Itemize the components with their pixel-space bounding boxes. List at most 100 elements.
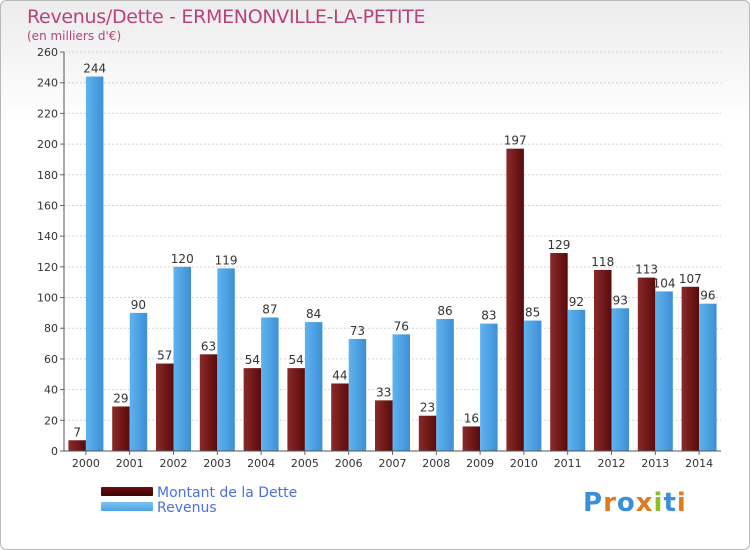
- y-tick-label: 100: [37, 292, 58, 305]
- bar-revenus: [261, 317, 279, 451]
- bar-revenus: [173, 266, 191, 451]
- logo-letter: i: [676, 488, 687, 518]
- bar-dette: [112, 406, 130, 451]
- data-label: 86: [437, 304, 452, 318]
- bar-revenus: [699, 303, 717, 451]
- logo-letter: P: [583, 488, 604, 518]
- x-tick-label: 2012: [598, 457, 626, 470]
- bar-dette: [375, 400, 393, 451]
- data-label: 118: [591, 255, 614, 269]
- y-tick-label: 240: [37, 77, 58, 90]
- data-label: 96: [700, 289, 715, 303]
- y-tick-label: 180: [37, 169, 58, 182]
- bar-revenus: [480, 323, 498, 451]
- proxiti-logo: Proxiti: [583, 488, 687, 518]
- bar-dette: [462, 426, 481, 451]
- bar-revenus: [655, 291, 673, 451]
- y-axis: 0 20 40 60 80 100 120 140 160 180 200 220 240 260: [37, 46, 64, 458]
- x-tick-label: 2005: [291, 457, 319, 470]
- bar-revenus: [304, 322, 323, 451]
- y-tick-label: 40: [44, 384, 58, 397]
- bar-revenus: [567, 309, 586, 451]
- x-tick-label: 2004: [247, 457, 275, 470]
- x-tick-label: 2011: [554, 457, 582, 470]
- data-label: 73: [350, 324, 365, 338]
- y-tick-label: 160: [37, 199, 58, 212]
- data-label: 87: [262, 302, 277, 316]
- data-label: 44: [332, 368, 347, 382]
- chart-subtitle: (en milliers d'€): [27, 29, 122, 43]
- data-label: 93: [613, 293, 628, 307]
- data-label: 84: [306, 307, 321, 321]
- y-tick-label: 140: [37, 230, 58, 243]
- data-label: 54: [289, 353, 304, 367]
- x-tick-label: 2000: [72, 457, 100, 470]
- data-label: 63: [201, 339, 216, 353]
- data-label: 83: [481, 309, 496, 323]
- data-label: 244: [83, 62, 106, 76]
- x-tick-label: 2013: [641, 457, 669, 470]
- bar-revenus: [217, 268, 235, 451]
- data-label: 23: [420, 401, 435, 415]
- x-tick-label: 2003: [203, 457, 231, 470]
- bar-dette: [594, 269, 612, 451]
- logo-letter: r: [603, 488, 617, 518]
- y-tick-label: 200: [37, 138, 58, 151]
- legend-swatch-revenus: [101, 502, 153, 511]
- x-tick-label: 2006: [335, 457, 363, 470]
- y-tick-label: 220: [37, 107, 58, 120]
- legend-label-revenus: Revenus: [157, 500, 217, 516]
- bar-dette: [243, 368, 262, 451]
- logo-letter: x: [635, 488, 654, 518]
- data-label: 85: [525, 306, 540, 320]
- bar-dette: [418, 415, 437, 451]
- bar-revenus: [392, 334, 410, 451]
- bar-dette: [331, 383, 349, 451]
- y-tick-label: 0: [51, 445, 58, 458]
- x-tick-label: 2009: [466, 457, 494, 470]
- bar-dette: [637, 277, 656, 451]
- data-label: 113: [635, 263, 658, 277]
- data-label: 107: [679, 272, 702, 286]
- bar-revenus: [348, 338, 367, 451]
- y-tick-label: 60: [44, 353, 58, 366]
- bar-dette: [287, 368, 305, 451]
- legend-swatch-dette: [101, 487, 153, 496]
- x-axis: 2000 2001 2002 2003 2004 2005 2006 2007 2008 2009…: [72, 451, 713, 470]
- bar-dette: [550, 253, 568, 451]
- bar-revenus: [129, 312, 148, 451]
- data-label: 33: [376, 385, 391, 399]
- bar-dette: [199, 354, 218, 451]
- data-label: 129: [547, 238, 570, 252]
- data-label: 54: [245, 353, 260, 367]
- bar-dette: [681, 286, 700, 451]
- x-tick-label: 2007: [379, 457, 407, 470]
- bar-revenus: [611, 308, 629, 451]
- data-label: 119: [215, 253, 238, 267]
- y-tick-label: 120: [37, 261, 58, 274]
- y-tick-label: 80: [44, 322, 58, 335]
- bar-dette: [68, 440, 86, 451]
- logo-letter: o: [616, 488, 636, 518]
- data-label: 120: [171, 252, 194, 266]
- data-label: 16: [464, 411, 479, 425]
- logo-letter: t: [663, 488, 677, 518]
- bars: 7 244 29 90 57 120 63 119 54 87 54 84 44 73 33 76 23 86 16…: [68, 62, 717, 452]
- chart-title: Revenus/Dette - ERMENONVILLE-LA-PETITE: [27, 6, 426, 28]
- bar-revenus: [436, 319, 454, 451]
- x-tick-label: 2008: [422, 457, 450, 470]
- data-label: 92: [569, 295, 584, 309]
- x-tick-label: 2014: [685, 457, 713, 470]
- x-tick-label: 2010: [510, 457, 538, 470]
- bar-revenus: [523, 320, 542, 451]
- data-label: 90: [131, 298, 146, 312]
- data-label: 29: [113, 391, 128, 405]
- bar-dette: [156, 363, 174, 451]
- data-label: 57: [157, 349, 172, 363]
- logo-letter: i: [653, 488, 664, 518]
- x-tick-label: 2001: [116, 457, 144, 470]
- data-label: 197: [504, 134, 527, 148]
- y-tick-label: 20: [44, 414, 58, 427]
